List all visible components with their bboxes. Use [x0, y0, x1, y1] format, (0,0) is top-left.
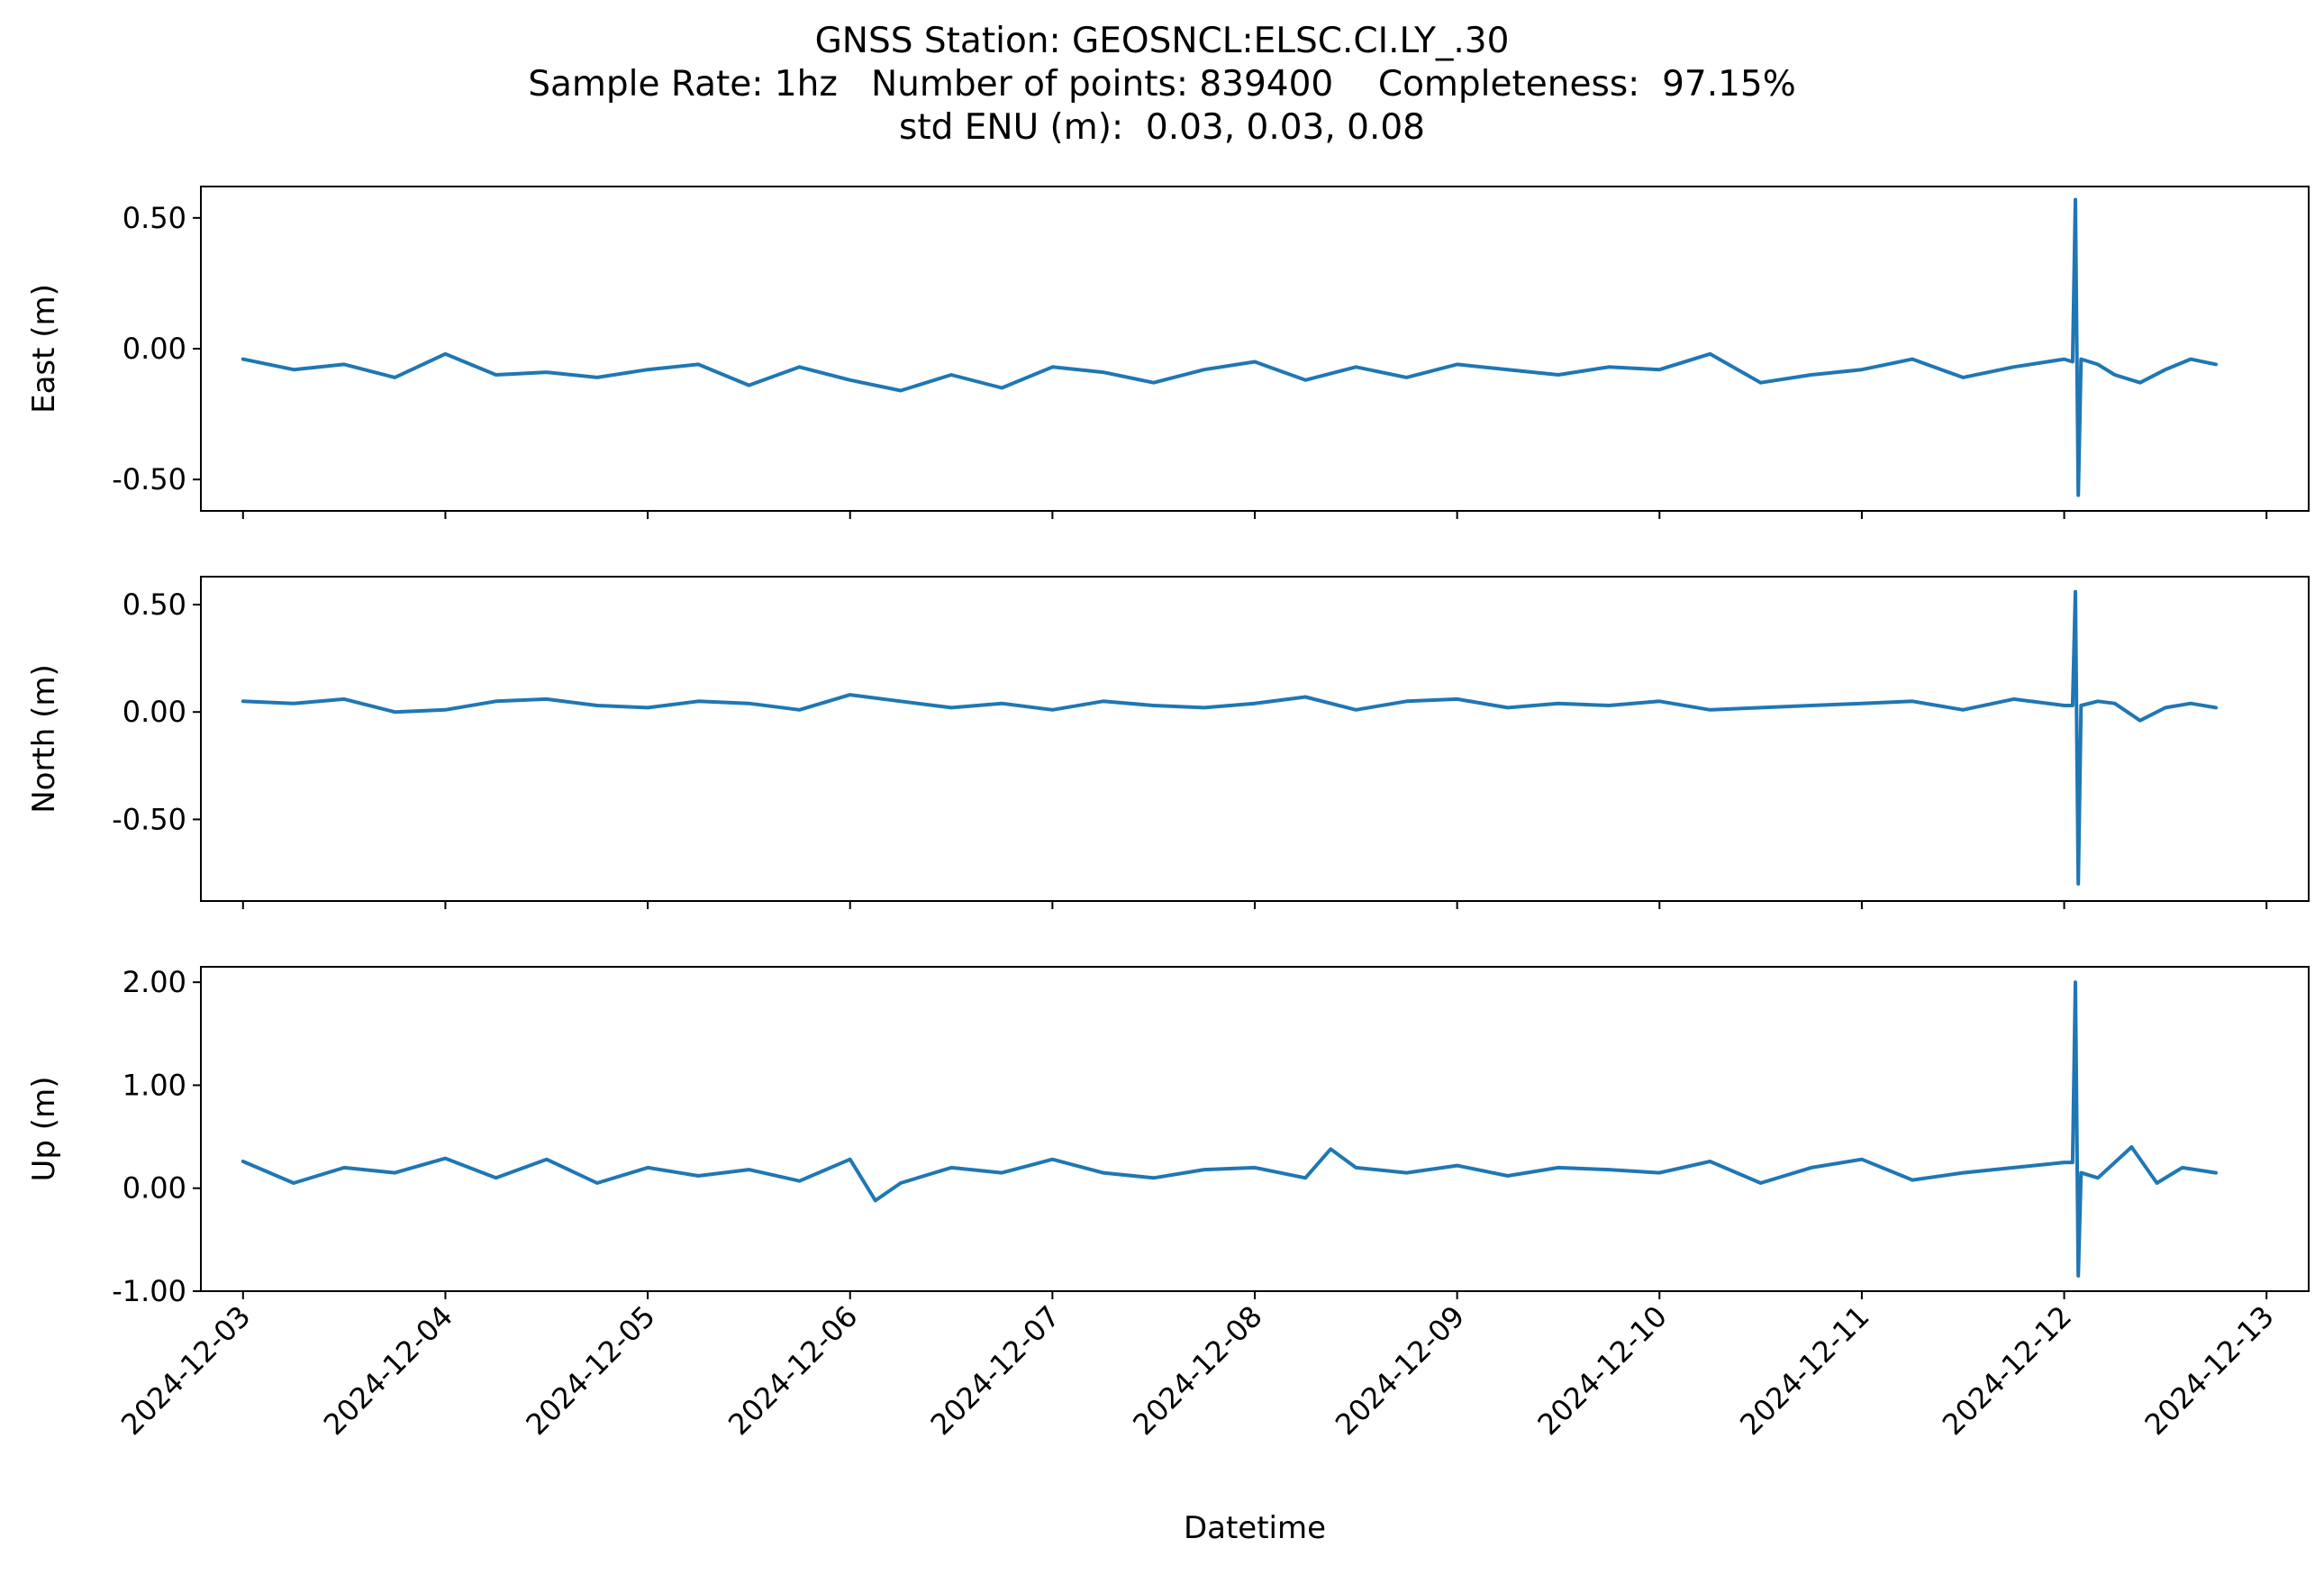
up-axes-frame: [200, 966, 2310, 1292]
x-tick-label: 2024-12-08: [1126, 1299, 1268, 1442]
north-ytick-label: 0.50: [123, 587, 186, 622]
title-line-station: GNSS Station: GEOSNCL:ELSC.CI.LY_.30: [814, 21, 1510, 61]
east-series-line: [241, 197, 2218, 497]
up-y-axis-label: Up (m): [26, 1077, 62, 1182]
x-tick-labels: 2024-12-03 2024-12-04 2024-12-05 2024-12-06…: [114, 1299, 2281, 1442]
up-series-line: [241, 980, 2218, 1278]
title-line-std: std ENU (m): 0.03, 0.03, 0.08: [899, 107, 1425, 148]
up-panel: 2.00 1.00 0.00 -1.00 Up (m): [26, 965, 2310, 1308]
x-axis-label: Datetime: [1184, 1510, 1326, 1546]
east-panel: 0.50 0.00 -0.50 East (m): [26, 186, 2310, 519]
north-series-line: [241, 589, 2218, 886]
north-ytick-label: -0.50: [112, 802, 186, 836]
up-ytick-label: 0.00: [123, 1171, 186, 1206]
north-ytick-label: 0.00: [123, 695, 186, 729]
x-tick-label: 2024-12-09: [1329, 1299, 1471, 1442]
east-ytick-label: -0.50: [112, 462, 186, 496]
north-panel: 0.50 0.00 -0.50 North (m): [26, 576, 2310, 909]
east-ytick-label: 0.50: [123, 201, 186, 235]
title-line-stats: Sample Rate: 1hz Number of points: 83940…: [528, 64, 1796, 105]
x-tick-label: 2024-12-06: [722, 1299, 864, 1442]
x-tick-label: 2024-12-07: [924, 1299, 1067, 1442]
up-ytick-label: 1.00: [123, 1068, 186, 1102]
chart-title: GNSS Station: GEOSNCL:ELSC.CI.LY_.30 Sam…: [0, 20, 2324, 150]
x-tick-label: 2024-12-04: [317, 1299, 459, 1442]
x-tick-label: 2024-12-13: [2138, 1299, 2280, 1442]
x-tick-label: 2024-12-11: [1733, 1299, 1875, 1442]
east-y-axis-label: East (m): [26, 284, 62, 414]
x-tick-label: 2024-12-03: [114, 1299, 257, 1442]
north-y-axis-label: North (m): [26, 664, 62, 814]
x-tick-label: 2024-12-10: [1531, 1299, 1674, 1442]
up-ytick-label: 2.00: [123, 965, 186, 999]
east-ytick-label: 0.00: [123, 332, 186, 366]
north-axes-frame: [200, 576, 2310, 902]
up-ytick-label: -1.00: [112, 1274, 186, 1308]
x-tick-label: 2024-12-05: [519, 1299, 661, 1442]
x-tick-label: 2024-12-12: [1936, 1299, 2078, 1442]
east-axes-frame: [200, 186, 2310, 512]
